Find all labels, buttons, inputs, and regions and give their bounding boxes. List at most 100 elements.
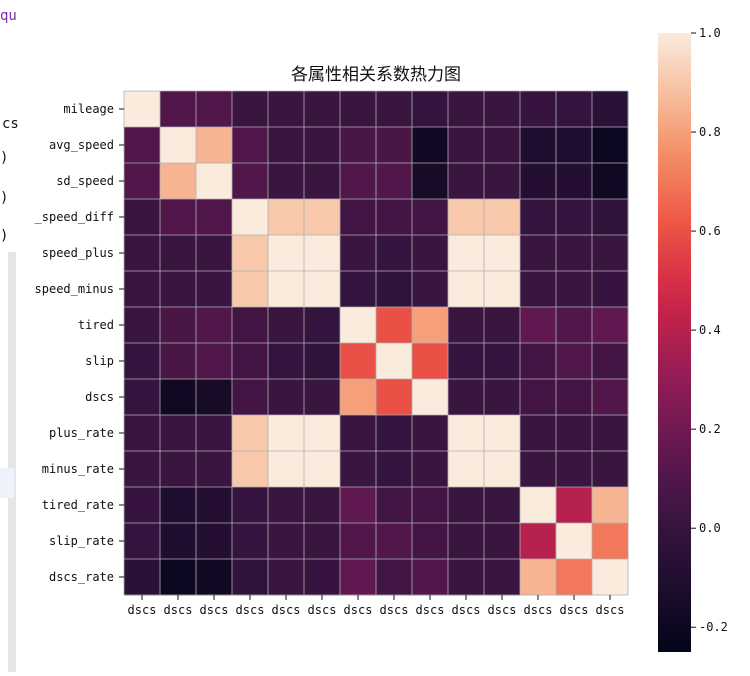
heatmap-cell <box>520 487 557 524</box>
heatmap-cell <box>268 199 305 236</box>
heatmap-cell <box>520 343 557 380</box>
output-scrollbar[interactable] <box>8 252 16 672</box>
heatmap-cell <box>376 163 413 200</box>
heatmap-cell <box>592 127 629 164</box>
heatmap-cell <box>412 235 449 272</box>
code-fragment-1: qu <box>0 8 17 24</box>
heatmap-cell <box>556 307 593 344</box>
heatmap-cell <box>484 487 521 524</box>
heatmap-cell <box>520 127 557 164</box>
heatmap-cell <box>304 487 341 524</box>
heatmap-cell <box>304 127 341 164</box>
heatmap-cell <box>304 271 341 308</box>
y-tick-label: tired_rate <box>42 498 114 512</box>
y-tick-label: speed_plus <box>42 246 114 260</box>
heatmap-cell <box>304 235 341 272</box>
heatmap-cell <box>160 343 197 380</box>
heatmap-cell <box>412 487 449 524</box>
heatmap-cell <box>376 235 413 272</box>
heatmap-cell <box>340 307 377 344</box>
heatmap-cell <box>268 487 305 524</box>
heatmap-cell <box>304 91 341 128</box>
colorbar-tick-label: -0.2 <box>699 620 728 634</box>
heatmap-cell <box>448 127 485 164</box>
x-tick-label: dscs <box>452 603 481 617</box>
heatmap-cell <box>484 451 521 488</box>
heatmap-cell <box>412 523 449 560</box>
heatmap-cell <box>592 235 629 272</box>
heatmap-cell <box>412 451 449 488</box>
colorbar-tick-label: 0.4 <box>699 323 721 337</box>
heatmap-cell <box>160 379 197 416</box>
heatmap-cell <box>268 163 305 200</box>
heatmap-cell <box>268 127 305 164</box>
y-tick-label: mileage <box>63 102 114 116</box>
heatmap-cell <box>448 343 485 380</box>
code-fragment-3: ) <box>0 150 9 166</box>
heatmap-cell <box>484 127 521 164</box>
x-tick-label: dscs <box>380 603 409 617</box>
heatmap-cell <box>232 451 269 488</box>
heatmap-cell <box>448 559 485 596</box>
heatmap-cell <box>520 559 557 596</box>
heatmap-cell <box>484 235 521 272</box>
heatmap-cell <box>268 415 305 452</box>
heatmap-cell <box>160 559 197 596</box>
heatmap-cell <box>304 523 341 560</box>
heatmap-cell <box>232 559 269 596</box>
heatmap-cell <box>340 451 377 488</box>
y-tick-label: tired <box>78 318 114 332</box>
heatmap-cell <box>340 235 377 272</box>
heatmap-cell <box>196 559 233 596</box>
heatmap-cell <box>268 91 305 128</box>
heatmap-cell <box>448 163 485 200</box>
heatmap-cell <box>520 91 557 128</box>
x-tick-label: dscs <box>344 603 373 617</box>
heatmap-cell <box>160 235 197 272</box>
heatmap-cell <box>196 415 233 452</box>
heatmap-cell <box>484 343 521 380</box>
heatmap-cell <box>556 415 593 452</box>
heatmap-cell <box>268 235 305 272</box>
x-tick-label: dscs <box>272 603 301 617</box>
heatmap-cell <box>124 343 161 380</box>
heatmap-cell <box>160 271 197 308</box>
heatmap-cell <box>412 343 449 380</box>
heatmap-cell <box>376 91 413 128</box>
heatmap-cell <box>556 451 593 488</box>
heatmap-cell <box>448 271 485 308</box>
colorbar-tick-label: 0.2 <box>699 422 721 436</box>
heatmap-cell <box>304 559 341 596</box>
x-tick-label: dscs <box>236 603 265 617</box>
heatmap-cell <box>232 307 269 344</box>
heatmap-cell <box>340 163 377 200</box>
heatmap-cell <box>196 91 233 128</box>
heatmap-cell <box>196 235 233 272</box>
heatmap-cell <box>412 379 449 416</box>
heatmap-cell <box>592 199 629 236</box>
heatmap-cell <box>592 523 629 560</box>
heatmap-cell <box>232 235 269 272</box>
heatmap-cell <box>160 199 197 236</box>
heatmap-cell <box>448 415 485 452</box>
heatmap-cell <box>376 559 413 596</box>
heatmap-cell <box>340 415 377 452</box>
heatmap-cell <box>592 343 629 380</box>
heatmap-cell <box>412 415 449 452</box>
heatmap-cell <box>592 163 629 200</box>
heatmap-cell <box>448 199 485 236</box>
heatmap-cell <box>520 235 557 272</box>
heatmap-cell <box>556 523 593 560</box>
heatmap-cell <box>232 91 269 128</box>
heatmap-cell <box>556 343 593 380</box>
heatmap-cell <box>196 523 233 560</box>
x-tick-label: dscs <box>416 603 445 617</box>
heatmap-cell <box>592 271 629 308</box>
heatmap-cell <box>376 127 413 164</box>
heatmap-cell <box>232 199 269 236</box>
heatmap-cell <box>268 271 305 308</box>
heatmap-cell <box>520 307 557 344</box>
heatmap-cell <box>232 343 269 380</box>
code-fragment-5: ) <box>0 228 9 244</box>
y-tick-label: avg_speed <box>49 138 114 152</box>
